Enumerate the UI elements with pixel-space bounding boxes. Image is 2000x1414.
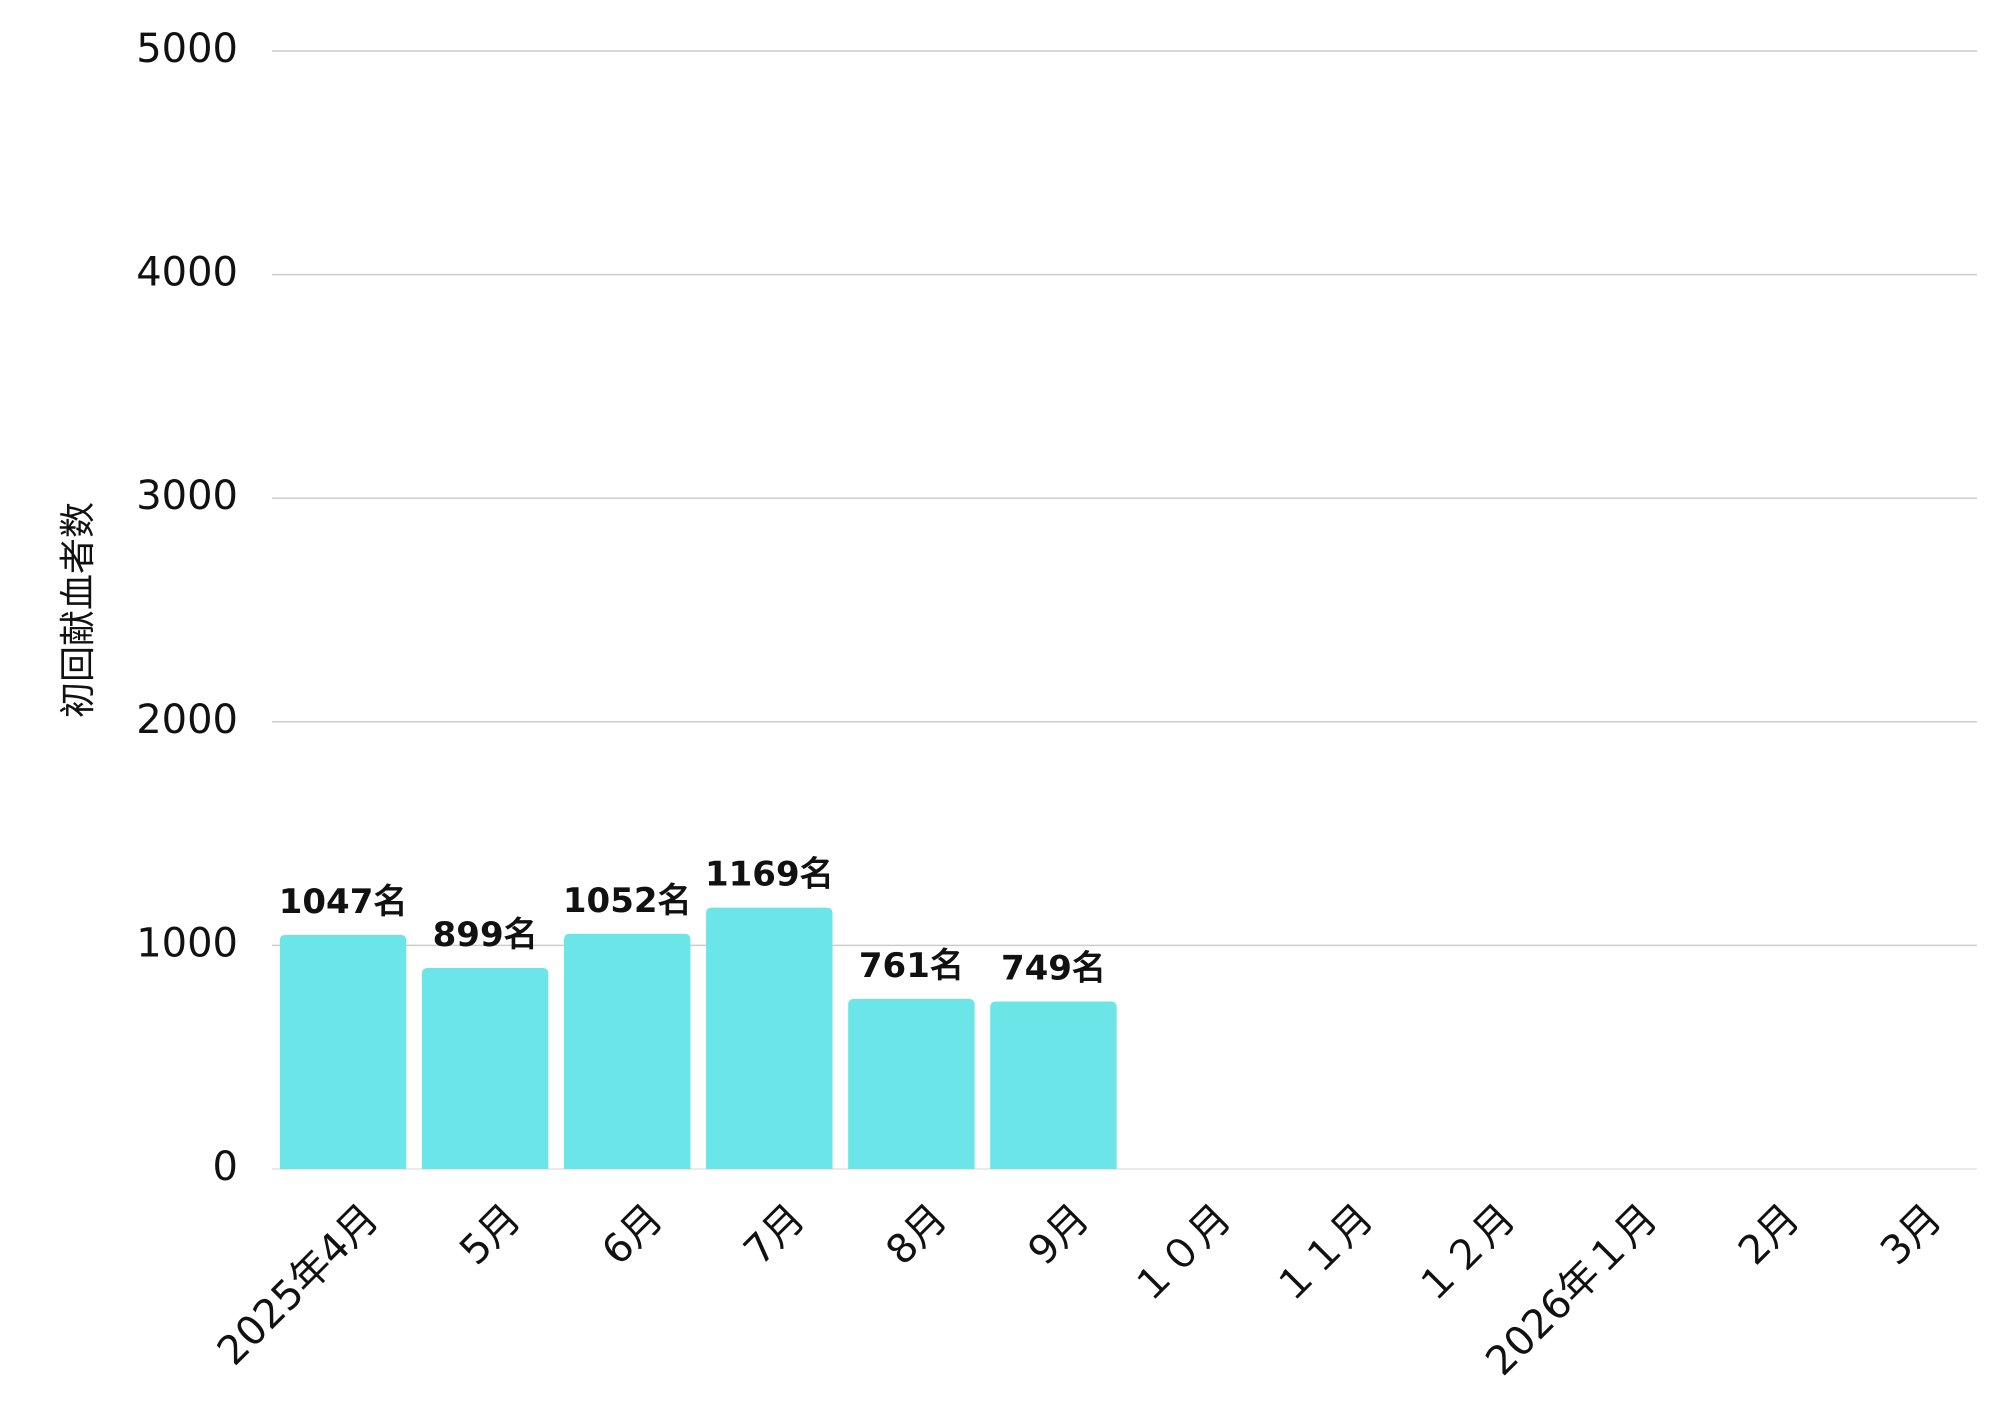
y-tick-label: 0: [213, 1144, 238, 1190]
x-tick-label: 5月: [451, 1195, 530, 1274]
y-axis-label: 初回献血者数: [58, 502, 99, 718]
y-tick-label: 5000: [136, 26, 238, 72]
x-tick-label: 3月: [1872, 1195, 1951, 1274]
value-label: 1169名: [705, 855, 834, 895]
x-tick-label: １０月: [1123, 1195, 1240, 1312]
x-tick-label: 9月: [1019, 1195, 1098, 1274]
bar: [421, 967, 549, 1169]
x-tick-label: 2025年4月: [209, 1195, 388, 1374]
y-tick-label: 2000: [136, 697, 238, 743]
bar: [279, 934, 407, 1169]
bar: [706, 907, 833, 1169]
x-tick-label: １２月: [1407, 1195, 1524, 1312]
y-tick-label: 3000: [136, 473, 238, 519]
bar: [990, 1001, 1117, 1169]
x-tick-label: 2月: [1730, 1195, 1809, 1274]
value-label: 1047名: [279, 882, 408, 922]
x-tick-label: 8月: [877, 1195, 956, 1274]
value-label: 749名: [1001, 949, 1106, 989]
bar: [848, 998, 975, 1169]
value-label: 761名: [859, 946, 964, 986]
bar: [563, 933, 691, 1169]
value-label: 1052名: [563, 881, 692, 921]
x-tick-label: １１月: [1265, 1195, 1382, 1312]
y-tick-label: 4000: [136, 250, 238, 296]
x-tick-label: 6月: [593, 1195, 672, 1274]
y-tick-label: 1000: [136, 920, 238, 966]
x-tick-label: 7月: [735, 1195, 814, 1274]
value-label: 899名: [433, 915, 538, 955]
